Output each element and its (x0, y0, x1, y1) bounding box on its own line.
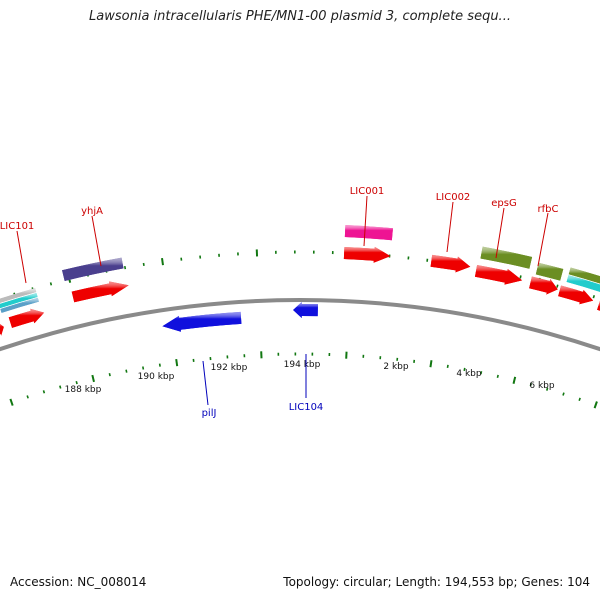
gene-band-lic101-gray-shade (0, 288, 37, 303)
gene-label-lic001[interactable]: LIC001 (350, 186, 385, 197)
gene-arrow-lic104-shade (293, 302, 318, 319)
accession-text: Accession: NC_008014 (10, 575, 147, 589)
inner-tick (108, 373, 111, 377)
outer-tick (556, 284, 559, 288)
gene-features (0, 225, 600, 336)
kbp-label-4: 4 kbp (456, 369, 482, 379)
gene-band-lic001-shade (344, 225, 393, 241)
inner-tick (9, 398, 14, 406)
inner-tick (26, 395, 29, 399)
inner-tick (496, 374, 499, 379)
gene-band-rfbc-olive-shade (568, 267, 600, 284)
kbp-label-194: 194 kbp (284, 360, 321, 370)
inner-tick (142, 366, 145, 370)
gene-label-lic002[interactable]: LIC002 (436, 192, 471, 203)
gene-band-yhja-shade (62, 257, 124, 281)
gene-label-yhja[interactable]: yhjA (81, 206, 103, 217)
gene-band-lic101-cyan-shade (0, 292, 38, 309)
inner-tick (593, 401, 598, 409)
inner-tick (42, 390, 46, 394)
inner-tick (59, 385, 62, 389)
kbp-label-192: 192 kbp (211, 363, 248, 373)
inner-tick (175, 359, 179, 367)
inner-tick (463, 367, 466, 372)
inner-tick (562, 392, 565, 396)
tick-marks (9, 249, 598, 409)
gene-band-lic101-blue-shade (0, 297, 39, 313)
gene-arrow-right-edge-shade (597, 300, 600, 311)
inner-tick (125, 369, 128, 373)
gene-arrow-rfbc-shade (558, 285, 594, 305)
kbp-label-190: 190 kbp (138, 372, 175, 382)
genome-summary-text: Topology: circular; Length: 194,553 bp; … (283, 575, 590, 589)
gene-label-leaders (16, 195, 549, 406)
inner-tick (529, 382, 532, 387)
gene-arrow-lic001-shade (343, 246, 391, 263)
plasmid-backbone (0, 298, 600, 352)
kbp-axis-labels: 188 kbp 190 kbp 192 kbp 194 kbp 2 kbp 4 … (65, 360, 555, 395)
gene-arrow-epsg-shade (474, 264, 523, 285)
gene-arrow-pilj-shade (162, 311, 242, 332)
gene-arrow-lic002-shade (430, 254, 471, 273)
outer-tick (161, 258, 164, 266)
outer-tick (592, 295, 596, 299)
outer-tick (519, 275, 522, 279)
gene-arrow-yhja-shade (71, 281, 129, 303)
outer-tick (123, 265, 127, 270)
inner-tick (91, 374, 95, 383)
inner-tick (480, 371, 483, 375)
outer-tick (49, 282, 53, 286)
gene-label-rfbc[interactable]: rfbC (538, 204, 559, 215)
inner-tick (446, 364, 449, 369)
inner-tick (545, 387, 549, 391)
inner-tick (512, 376, 517, 384)
gene-label-epsg[interactable]: epsG (491, 198, 516, 209)
gene-arrow-lic101-shade (8, 308, 45, 328)
page-title: Lawsonia intracellularis PHE/MN1-00 plas… (89, 9, 511, 24)
gene-label-lic104[interactable]: LIC104 (289, 402, 324, 413)
kbp-label-188: 188 kbp (65, 385, 102, 395)
gene-band-rfbc-cyan-shade (566, 275, 600, 292)
inner-tick (578, 397, 581, 401)
gene-labels: LIC101 yhjA LIC001 LIC002 epsG rfbC pilJ… (0, 186, 558, 419)
gene-band-epsg-shade (480, 246, 533, 269)
kbp-label-6: 6 kbp (529, 381, 555, 391)
gene-arrow-small-1-shade (529, 276, 558, 295)
gene-label-pilj[interactable]: pilJ (202, 408, 217, 419)
gene-band-small-1-shade (535, 262, 564, 281)
gene-label-lic101[interactable]: LIC101 (0, 221, 34, 232)
inner-tick (75, 380, 78, 385)
gene-arrow-left-edge-shade (0, 323, 4, 336)
kbp-label-2: 2 kbp (383, 362, 409, 372)
inner-tick (429, 360, 433, 368)
